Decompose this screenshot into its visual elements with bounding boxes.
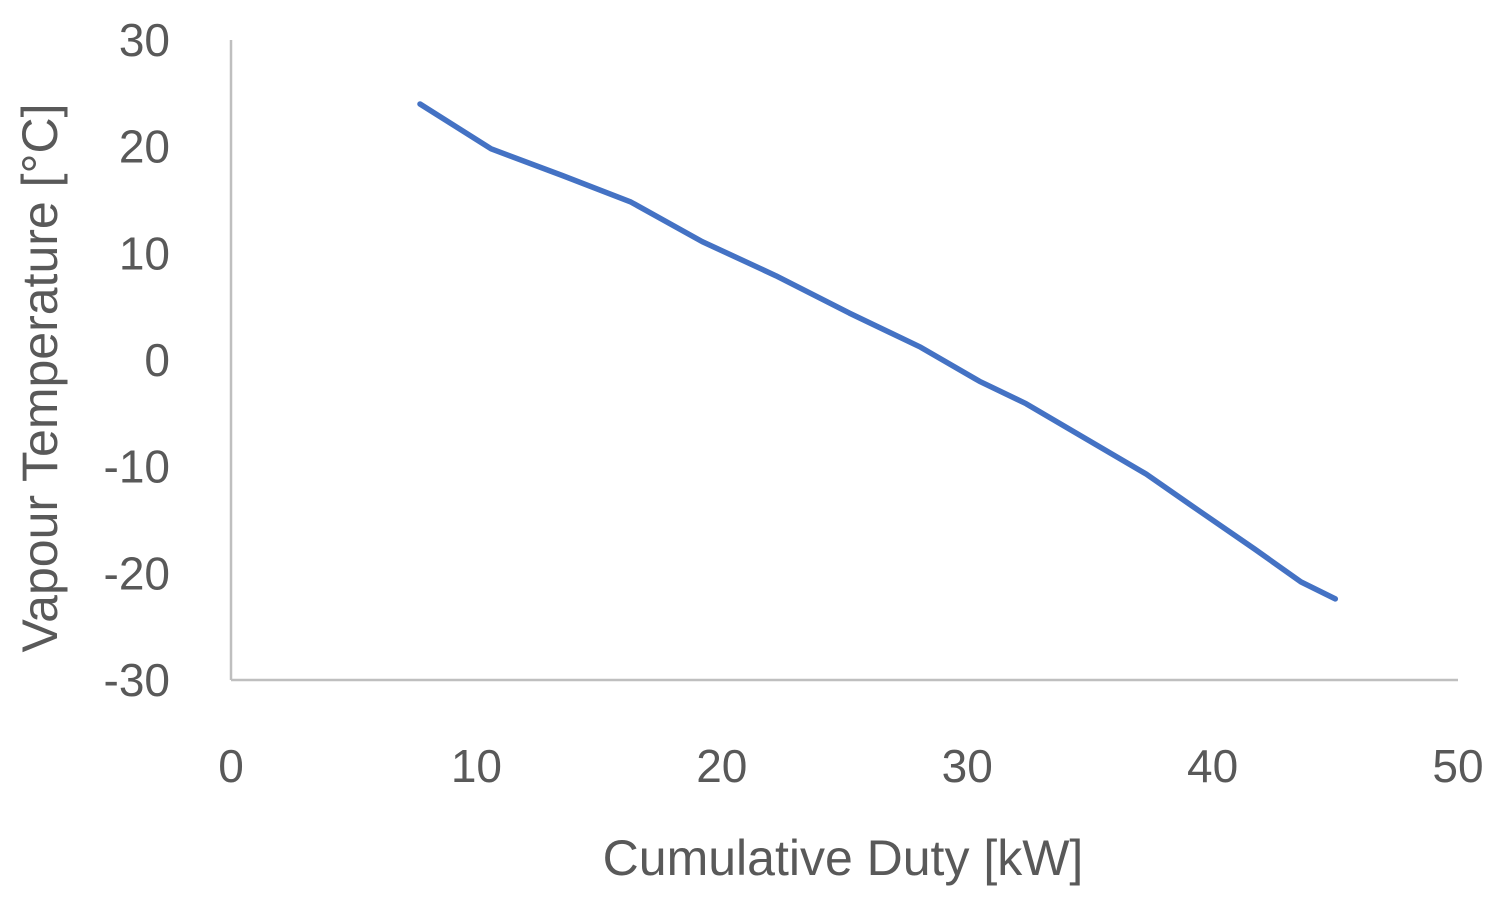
x-tick-label: 20 bbox=[696, 740, 747, 792]
x-tick-label: 0 bbox=[218, 740, 244, 792]
x-axis-title: Cumulative Duty [kW] bbox=[603, 830, 1084, 886]
series-group bbox=[417, 101, 1339, 602]
x-tick-label: 50 bbox=[1432, 740, 1483, 792]
x-tick-label: 30 bbox=[942, 740, 993, 792]
x-tick-label: 40 bbox=[1187, 740, 1238, 792]
y-axis-title: Vapour Temperature [°C] bbox=[12, 104, 68, 653]
x-tick-label: 10 bbox=[451, 740, 502, 792]
series-line bbox=[417, 101, 1339, 602]
y-tick-label: -20 bbox=[104, 547, 170, 599]
chart-axes bbox=[229, 40, 1458, 682]
y-tick-label: -10 bbox=[104, 441, 170, 493]
y-tick-label: 10 bbox=[119, 227, 170, 279]
y-tick-label: 20 bbox=[119, 121, 170, 173]
y-tick-label: -30 bbox=[104, 654, 170, 706]
y-tick-label: 0 bbox=[144, 334, 170, 386]
x-tick-labels: 0 10 20 30 40 50 bbox=[218, 740, 1483, 792]
y-tick-label: 30 bbox=[119, 14, 170, 66]
y-tick-labels: 30 20 10 0 -10 -20 -30 bbox=[104, 14, 170, 706]
